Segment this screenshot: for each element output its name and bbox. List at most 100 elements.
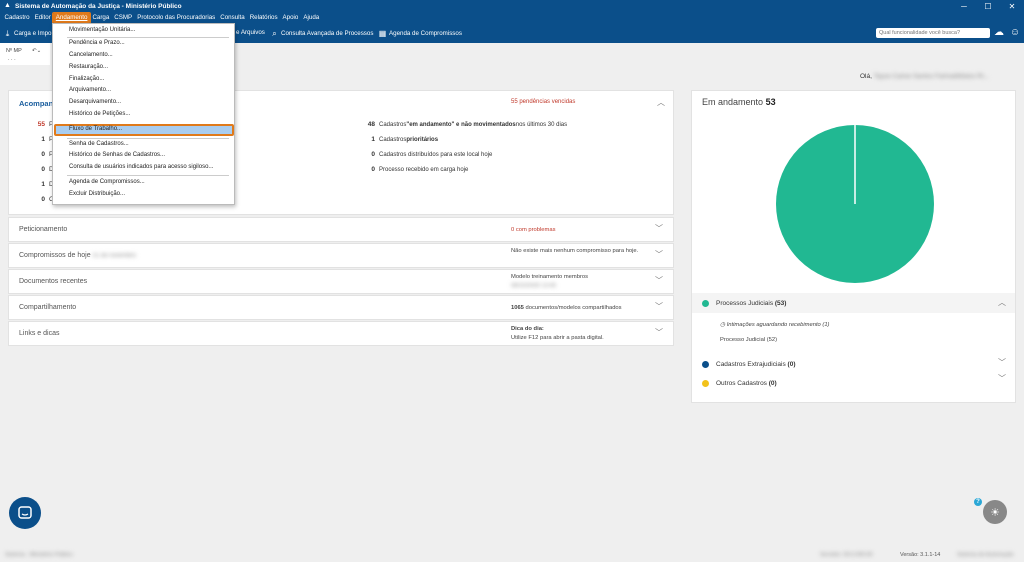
arquivos-button[interactable]: e Arquivos: [236, 29, 265, 36]
problem-count: 0: [511, 227, 515, 233]
row-label: D: [49, 166, 54, 181]
processo-judicial-item[interactable]: Processo Judicial (52): [720, 337, 778, 343]
chevron-down-icon[interactable]: ﹀: [655, 224, 663, 233]
menu-apoio[interactable]: Apoio: [282, 14, 299, 21]
menu-carga[interactable]: Carga: [92, 14, 110, 21]
row-label: P: [49, 151, 53, 166]
intimacoes-item[interactable]: ◷ Intimações aguardando recebimento (1): [720, 322, 829, 328]
row-label: P: [49, 136, 53, 151]
menu-item-cancelamento[interactable]: Cancelamento...: [69, 52, 113, 58]
list-item[interactable]: 55 P: [35, 121, 54, 136]
panel-title: Acompan: [19, 99, 54, 108]
clock-icon: ◷: [720, 322, 726, 328]
menu-protocolo[interactable]: Protocolo das Procuradorias: [137, 14, 216, 21]
greeting-prefix: Olá,: [860, 73, 872, 80]
legend-dot: [702, 360, 709, 368]
list-item[interactable]: 1P: [35, 136, 54, 151]
list-item[interactable]: 0 Processo recebido em carga hoje: [365, 166, 567, 181]
intimacoes-label: Intimações aguardando recebimento (1): [726, 322, 830, 328]
maximize-button[interactable]: ☐: [984, 1, 992, 11]
menu-item-finalizacao[interactable]: Finalização...: [69, 76, 105, 82]
menu-cadastro[interactable]: Cadastro: [4, 14, 30, 21]
chat-icon: [18, 506, 32, 519]
chevron-down-icon[interactable]: ﹀: [655, 250, 663, 259]
consulta-avancada-button[interactable]: ⌕ Consulta Avançada de Processos: [270, 29, 373, 38]
row-count: 0: [371, 151, 375, 158]
menu-item-agenda-compromissos[interactable]: Agenda de Compromissos...: [69, 179, 145, 185]
menu-relatorios[interactable]: Relatórios: [249, 14, 278, 21]
menu-separator: [67, 138, 229, 139]
list-item[interactable]: 1D: [35, 181, 54, 196]
chevron-down-icon[interactable]: ﹀: [655, 276, 663, 285]
accordion-compromissos[interactable]: Compromissos de hoje 01 de novembro Não …: [8, 243, 674, 268]
greeting-user-name: Tayse Carise Santos Farina&Matos Ri...: [873, 73, 989, 80]
list-item[interactable]: 48 Cadastros "em andamento" e não movimen…: [365, 121, 567, 136]
user-icon[interactable]: ☺: [1009, 27, 1021, 38]
calendar-icon: ▦: [378, 29, 387, 38]
menu-csmp[interactable]: CSMP: [114, 14, 133, 21]
chevron-up-icon[interactable]: ︿: [657, 98, 665, 107]
legend-outros-cadastros[interactable]: Outros Cadastros (0) ﹀: [692, 373, 1015, 393]
chevron-down-icon[interactable]: ﹀: [998, 358, 1006, 367]
list-item[interactable]: 0P: [35, 151, 54, 166]
accordion-links-dicas[interactable]: Links e dicas Dica do dia: Utilize F12 pa…: [8, 321, 674, 346]
row-label: P: [49, 121, 53, 136]
lightbulb-button[interactable]: ☀: [983, 500, 1007, 524]
agenda-compromissos-button[interactable]: ▦ Agenda de Compromissos: [378, 29, 462, 38]
chevron-down-icon[interactable]: ﹀: [655, 328, 663, 337]
list-item[interactable]: 1 Cadastros prioritários: [365, 136, 567, 151]
list-item[interactable]: 0D: [35, 166, 54, 181]
menu-item-arquivamento[interactable]: Arquivamento...: [69, 87, 112, 93]
recent-doc-name[interactable]: Modelo treinamento membros: [511, 274, 589, 280]
row-label: C: [49, 196, 54, 211]
carga-import-button[interactable]: ⤓ Carga e Impo: [3, 29, 52, 38]
menu-item-restauracao[interactable]: Restauração...: [69, 64, 109, 70]
overdue-count[interactable]: 55 pendências vencidas: [511, 99, 576, 105]
row-label-bold: prioritários: [406, 137, 439, 143]
menu-item-desarquivamento[interactable]: Desarquivamento...: [69, 99, 122, 105]
legend-processos-judiciais[interactable]: Processos Judiciais (53) ︿: [692, 293, 1015, 313]
menu-item-excluir-distribuicao[interactable]: Excluir Distribuição...: [69, 191, 126, 197]
menu-item-consulta-sigiloso[interactable]: Consulta de usuários indicados para aces…: [69, 164, 214, 170]
toolbar: ⤓ Carga e Impo e Arquivos ⌕ Consulta Ava…: [0, 24, 1024, 43]
row-label: Cadastros distribuídos para este local h…: [379, 152, 493, 158]
status-left: Sistema - Ministério Público: [5, 552, 73, 558]
undo-icon[interactable]: ↶⌄: [32, 48, 42, 54]
minimize-button[interactable]: ─: [961, 1, 967, 11]
close-button[interactable]: ✕: [1008, 1, 1016, 11]
legend-cadastros-extrajudiciais[interactable]: Cadastros Extrajudiciais (0) ﹀: [692, 354, 1015, 374]
accordion-peticionamento[interactable]: Peticionamento 0 com problemas ﹀: [8, 217, 674, 242]
list-item[interactable]: 0C: [35, 196, 54, 211]
row-label: D: [49, 181, 54, 196]
menu-item-fluxo-trabalho[interactable]: Fluxo de Trabalho...: [69, 126, 123, 132]
mp-label: Nº MP: [6, 48, 22, 54]
menu-editor[interactable]: Editor: [34, 14, 51, 21]
menu-highlight: [54, 124, 234, 136]
chevron-up-icon[interactable]: ︿: [998, 298, 1006, 307]
accordion-title: Compromissos de hoje 01 de novembro: [19, 252, 136, 259]
list-item[interactable]: 0 Cadastros distribuídos para este local …: [365, 151, 567, 166]
accordion-documentos[interactable]: Documentos recentes Modelo treinamento m…: [8, 269, 674, 294]
chevron-down-icon[interactable]: ﹀: [655, 302, 663, 311]
menu-item-senha-cadastros[interactable]: Senha de Cadastros...: [69, 141, 129, 147]
menu-consulta[interactable]: Consulta: [220, 14, 245, 21]
status-pie-chart[interactable]: [775, 124, 935, 284]
menu-item-historico-senhas[interactable]: Histórico de Senhas de Cadastros...: [69, 152, 166, 158]
mp-subbar: Nº MP ↶⌄ . . .: [0, 43, 50, 65]
menu-item-historico-peticoes[interactable]: Histórico de Petições...: [69, 111, 131, 117]
menu-item-pendencia-prazo[interactable]: Pendência e Prazo...: [69, 40, 125, 46]
menu-andamento[interactable]: Andamento: [52, 12, 91, 24]
chevron-down-icon[interactable]: ﹀: [998, 374, 1006, 383]
row-label: Cadastros: [379, 122, 407, 128]
menu-ajuda[interactable]: Ajuda: [303, 14, 320, 21]
function-search-input[interactable]: [876, 28, 990, 38]
search-doc-icon: ⌕: [272, 29, 277, 38]
legend-count: (0): [787, 360, 796, 368]
consulta-avancada-label: Consulta Avançada de Processos: [281, 30, 374, 37]
menu-item-movimentacao-unitaria[interactable]: Movimentação Unitária...: [69, 27, 136, 33]
cloud-search-icon[interactable]: ☁: [994, 27, 1004, 38]
chat-button[interactable]: [9, 497, 41, 529]
accordion-compartilhamento[interactable]: Compartilhamento 1065 documentos/modelos…: [8, 295, 674, 320]
accordion-info: 1065 documentos/modelos compartilhados: [511, 304, 646, 313]
help-badge-icon[interactable]: ?: [974, 498, 982, 506]
